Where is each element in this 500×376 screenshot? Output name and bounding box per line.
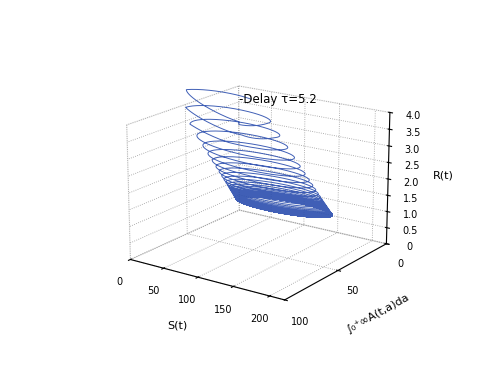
Y-axis label: ∫₀⁺∞A(t,a)da: ∫₀⁺∞A(t,a)da — [344, 293, 411, 335]
Text: -Delay τ=5.2: -Delay τ=5.2 — [239, 93, 316, 106]
X-axis label: S(t): S(t) — [167, 321, 188, 331]
